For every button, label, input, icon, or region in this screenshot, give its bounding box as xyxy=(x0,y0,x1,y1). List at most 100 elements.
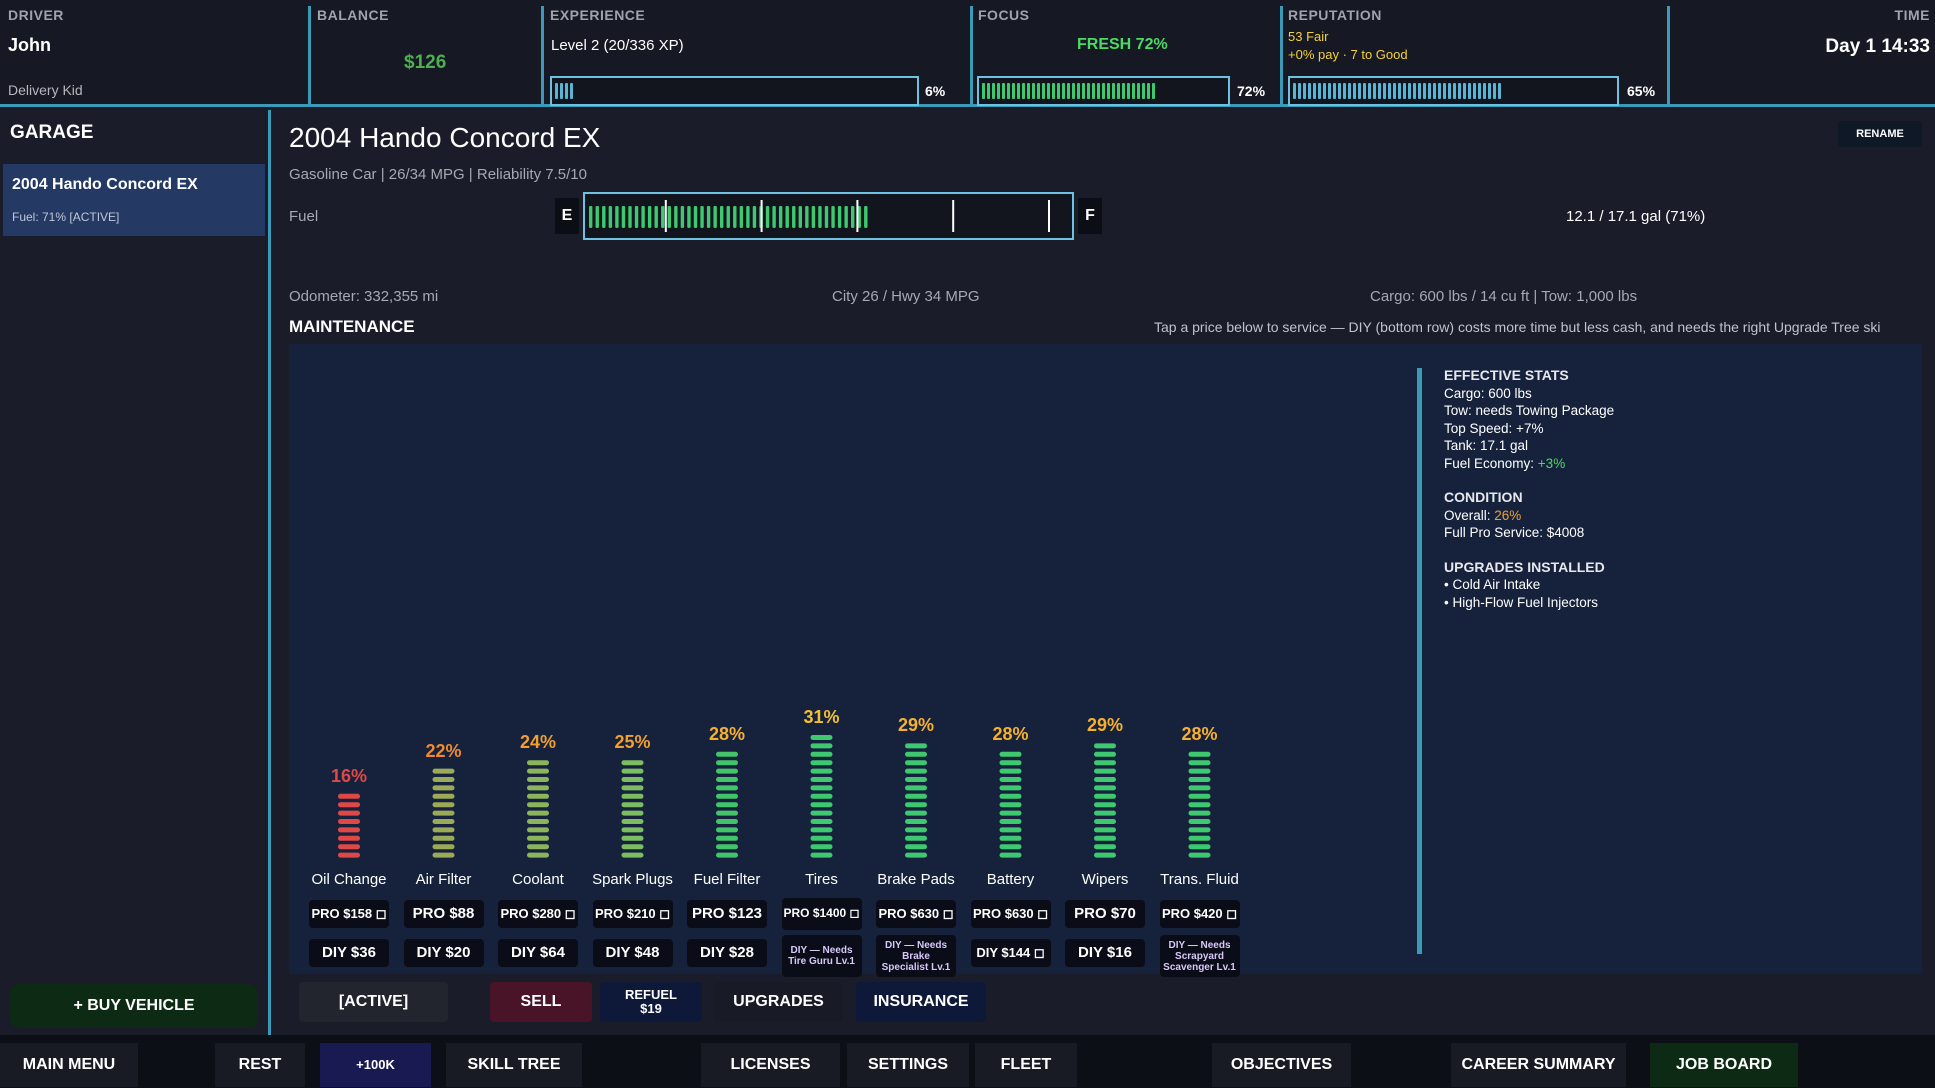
stat-fuel-economy-label: Fuel Economy: xyxy=(1444,455,1538,471)
pro-service-button[interactable]: PRO $158 ◻ xyxy=(309,900,389,928)
condition-bar-segment xyxy=(1094,768,1116,774)
condition-bar-segment xyxy=(905,777,927,782)
buy-vehicle-button[interactable]: + BUY VEHICLE xyxy=(10,984,258,1028)
fuel-tick xyxy=(792,206,796,228)
pro-service-button[interactable]: PRO $1400 ◻ xyxy=(781,898,862,930)
main-menu-button[interactable]: MAIN MENU xyxy=(0,1043,138,1087)
refuel-button[interactable]: REFUEL $19 xyxy=(600,982,702,1022)
condition-bar-segment xyxy=(1094,835,1116,841)
fuel-tick xyxy=(647,206,652,228)
diy-service-button[interactable]: DIY $36 xyxy=(309,939,389,967)
condition-bar-segment xyxy=(1094,751,1116,757)
condition-bar-segment xyxy=(432,810,455,816)
upgrades-button[interactable]: UPGRADES xyxy=(714,982,843,1022)
career-summary-button[interactable]: CAREER SUMMARY xyxy=(1451,1043,1626,1087)
settings-button[interactable]: SETTINGS xyxy=(847,1043,969,1087)
fuel-quarter-mark xyxy=(952,200,955,232)
condition-bar-segment xyxy=(1094,844,1116,850)
service-name: Oil Change xyxy=(311,871,387,888)
sidebar-divider xyxy=(268,110,271,1035)
condition-bar-segment xyxy=(905,768,927,774)
diy-service-button[interactable]: DIY $16 xyxy=(1065,939,1145,967)
meter-tick xyxy=(1012,83,1015,99)
pro-service-button[interactable]: PRO $123 xyxy=(687,900,767,928)
condition-bar-segment xyxy=(1094,827,1116,833)
skill-tree-button[interactable]: SKILL TREE xyxy=(446,1043,582,1087)
meter-tick xyxy=(1052,83,1055,99)
licenses-button[interactable]: LICENSES xyxy=(701,1043,840,1087)
condition-percent: 25% xyxy=(614,732,651,753)
condition-bar-segment xyxy=(432,852,455,858)
diy-service-button[interactable]: DIY $48 xyxy=(592,939,673,967)
meter-tick xyxy=(1383,83,1386,99)
meter-tick xyxy=(1368,83,1371,99)
condition-bar-segment xyxy=(338,844,360,850)
pro-service-button[interactable]: PRO $630 ◻ xyxy=(970,900,1051,928)
insurance-button[interactable]: INSURANCE xyxy=(856,982,986,1022)
rest-button[interactable]: REST xyxy=(215,1043,305,1087)
meter-tick xyxy=(1408,83,1411,99)
garage-vehicle-item[interactable]: 2004 Hando Concord EX Fuel: 71% [ACTIVE] xyxy=(3,164,265,236)
meter-tick xyxy=(1438,83,1441,99)
meter-tick xyxy=(1097,83,1100,99)
job-board-button[interactable]: JOB BOARD xyxy=(1650,1043,1798,1087)
vehicle-specs: Gasoline Car | 26/34 MPG | Reliability 7… xyxy=(289,166,587,183)
fuel-tick xyxy=(595,206,599,228)
diy-locked-label: DIY — Needs Scrapyard Scavenger Lv.1 xyxy=(1159,935,1240,977)
diy-service-button[interactable]: DIY $144 ◻ xyxy=(970,939,1051,967)
pro-service-button[interactable]: PRO $210 ◻ xyxy=(592,900,673,928)
fuel-tick xyxy=(654,206,658,228)
plus-100k-button[interactable]: +100K xyxy=(320,1043,431,1087)
rename-button[interactable]: RENAME xyxy=(1838,121,1922,147)
vehicle-item-fuel: Fuel: 71% [ACTIVE] xyxy=(12,210,120,224)
upgrade-item: • High-Flow Fuel Injectors xyxy=(1444,594,1599,610)
diy-service-button[interactable]: DIY $20 xyxy=(403,939,484,967)
pro-service-button[interactable]: PRO $420 ◻ xyxy=(1159,900,1240,928)
meter-tick xyxy=(1358,83,1361,99)
condition-bar-segment xyxy=(905,810,927,816)
condition-bar-segment xyxy=(1188,751,1211,757)
meter-tick xyxy=(1308,83,1311,99)
meter-tick xyxy=(1132,83,1135,99)
pro-service-button[interactable]: PRO $280 ◻ xyxy=(498,900,578,928)
condition-bar-segment xyxy=(716,760,738,766)
diy-service-button[interactable]: DIY $64 xyxy=(498,939,578,967)
pro-service-button[interactable]: PRO $70 xyxy=(1065,900,1145,928)
condition-bar-segment xyxy=(432,819,455,824)
meter-tick xyxy=(1318,83,1321,99)
condition-bar-segment xyxy=(810,827,833,833)
condition-bar-segment xyxy=(905,819,927,824)
fuel-tick xyxy=(621,206,626,228)
meter-tick xyxy=(1463,83,1466,99)
condition-bar-segment xyxy=(621,768,644,774)
condition-bar-segment xyxy=(1188,777,1211,782)
sell-button[interactable]: SELL xyxy=(490,982,592,1022)
fleet-button[interactable]: FLEET xyxy=(975,1043,1077,1087)
condition-bar-segment xyxy=(1094,760,1116,766)
meter-tick xyxy=(1443,83,1446,99)
meter-tick xyxy=(1062,83,1065,99)
condition-bar-segment xyxy=(716,810,738,816)
meter-tick xyxy=(1338,83,1341,99)
condition-bar-segment xyxy=(432,777,455,782)
condition-bar-segment xyxy=(810,777,833,782)
condition-bar-segment xyxy=(338,819,360,824)
fuel-tick xyxy=(674,206,678,228)
meter-tick xyxy=(1142,83,1145,99)
condition-bar-segment xyxy=(999,785,1022,791)
condition-bar-segment xyxy=(810,793,833,799)
objectives-button[interactable]: OBJECTIVES xyxy=(1212,1043,1351,1087)
meter-tick xyxy=(1137,83,1140,99)
condition-bar-segment xyxy=(905,760,927,766)
condition-bar-segment xyxy=(905,844,927,850)
diy-service-button[interactable]: DIY $28 xyxy=(687,939,767,967)
maintenance-title: MAINTENANCE xyxy=(289,317,415,336)
pro-service-button[interactable]: PRO $630 ◻ xyxy=(876,900,956,928)
active-status-button[interactable]: [ACTIVE] xyxy=(299,982,448,1022)
fuel-quarter-mark xyxy=(1048,200,1050,232)
fuel-empty-marker: E xyxy=(555,198,579,234)
pro-service-button[interactable]: PRO $88 xyxy=(403,900,484,928)
meter-tick xyxy=(1398,83,1401,99)
condition-bar-segment xyxy=(716,844,738,850)
meter-tick xyxy=(1022,83,1025,99)
